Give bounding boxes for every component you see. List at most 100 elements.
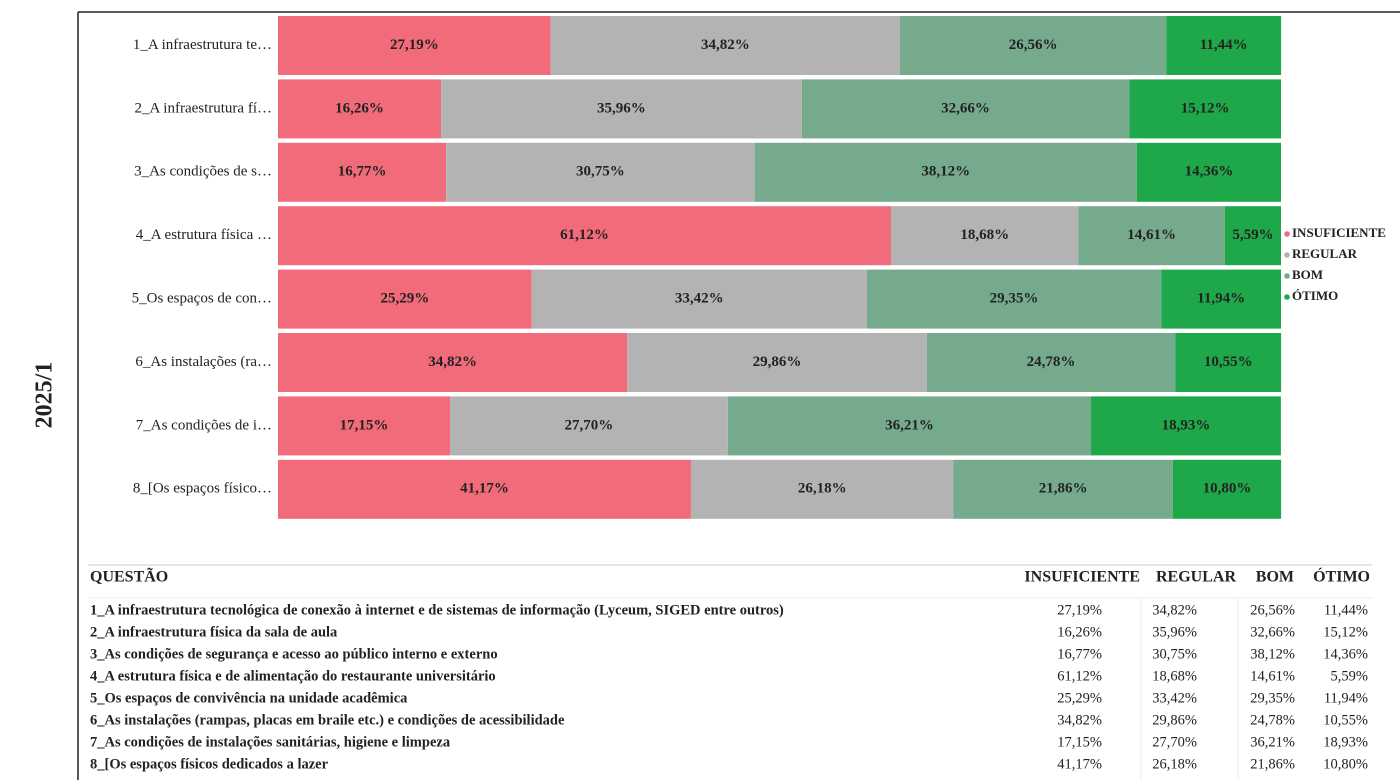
data-label: 27,19% — [390, 37, 439, 53]
data-label: 16,77% — [338, 164, 387, 180]
bar-segment — [1161, 269, 1281, 329]
legend-marker — [1284, 294, 1290, 300]
table-header: REGULAR — [1156, 569, 1236, 586]
data-label: 11,94% — [1197, 291, 1245, 307]
data-label: 30,75% — [576, 164, 625, 180]
bar-segment — [278, 142, 447, 202]
value-cell: 29,86% — [1152, 712, 1197, 728]
category-label: 7_As condições de i… — [136, 417, 272, 433]
bar-segment — [754, 142, 1137, 202]
data-label: 34,82% — [701, 37, 750, 53]
bar-segment — [278, 396, 451, 456]
value-cell: 34,82% — [1152, 602, 1197, 618]
bar-segment — [278, 16, 551, 75]
bar-segment — [1136, 142, 1281, 202]
value-cell: 14,61% — [1250, 668, 1295, 684]
data-label: 61,12% — [560, 227, 609, 243]
value-cell: 27,70% — [1152, 734, 1197, 750]
bar-segment — [727, 396, 1092, 456]
category-label: 2_A infraestrutura fí… — [135, 100, 272, 116]
category-label: 8_[Os espaços físico… — [133, 481, 272, 497]
value-cell: 18,93% — [1323, 734, 1368, 750]
value-cell: 33,42% — [1152, 690, 1197, 706]
data-label: 14,61% — [1127, 227, 1176, 243]
data-label: 33,42% — [675, 291, 724, 307]
value-cell: 38,12% — [1250, 646, 1295, 662]
value-cell: 17,15% — [1057, 734, 1102, 750]
value-cell: 24,78% — [1250, 712, 1295, 728]
question-cell: 6_As instalações (rampas, placas em brai… — [90, 712, 565, 728]
data-label: 29,86% — [753, 354, 802, 370]
table-header: BOM — [1256, 569, 1294, 586]
data-label: 26,18% — [798, 481, 847, 497]
value-cell: 15,12% — [1323, 624, 1368, 640]
legend-label: INSUFICIENTE — [1292, 225, 1386, 240]
value-cell: 18,68% — [1152, 668, 1197, 684]
legend-label: BOM — [1292, 267, 1323, 282]
bar-segment — [690, 459, 954, 519]
bar-segment — [866, 269, 1162, 329]
bar-segment — [1224, 206, 1281, 266]
bar-segment — [278, 333, 628, 392]
legend-label: ÓTIMO — [1292, 288, 1338, 303]
category-label: 3_As condições de s… — [134, 164, 272, 180]
bar-segment — [899, 16, 1167, 75]
value-cell: 5,59% — [1331, 668, 1368, 684]
data-label: 25,29% — [380, 291, 429, 307]
bar-segment — [441, 79, 802, 139]
bar-segment — [1166, 16, 1282, 75]
data-label: 18,68% — [960, 227, 1009, 243]
bar-segment — [446, 142, 755, 202]
data-label: 34,82% — [428, 354, 477, 370]
bar-segment — [926, 333, 1176, 392]
data-label: 17,15% — [340, 417, 389, 433]
value-cell: 25,29% — [1057, 690, 1102, 706]
data-label: 26,56% — [1009, 37, 1058, 53]
value-cell: 26,56% — [1250, 602, 1295, 618]
data-label: 38,12% — [921, 164, 970, 180]
bar-segment — [550, 16, 900, 75]
bar-segment — [801, 79, 1130, 139]
legend-marker — [1284, 273, 1290, 279]
value-cell: 21,86% — [1250, 756, 1295, 772]
category-label: 5_Os espaços de con… — [132, 291, 272, 307]
data-label: 5,59% — [1232, 227, 1273, 243]
value-cell: 34,82% — [1057, 712, 1102, 728]
category-label: 4_A estrutura física … — [136, 227, 272, 243]
question-cell: 5_Os espaços de convivência na unidade a… — [90, 690, 408, 706]
data-label: 27,70% — [565, 417, 614, 433]
table-header: INSUFICIENTE — [1024, 569, 1140, 586]
value-cell: 30,75% — [1152, 646, 1197, 662]
data-label: 11,44% — [1200, 37, 1248, 53]
bar-segment — [1172, 459, 1282, 519]
value-cell: 16,26% — [1057, 624, 1102, 640]
data-label: 36,21% — [885, 417, 934, 433]
bar-segment — [278, 79, 442, 139]
bar-segment — [278, 206, 892, 266]
bar-segment — [1078, 206, 1225, 266]
value-cell: 29,35% — [1250, 690, 1295, 706]
value-cell: 11,44% — [1324, 602, 1368, 618]
value-cell: 36,21% — [1250, 734, 1295, 750]
bar-segment — [278, 269, 532, 329]
question-cell: 2_A infraestrutura física da sala de aul… — [90, 624, 338, 640]
data-label: 29,35% — [990, 291, 1039, 307]
data-label: 14,36% — [1185, 164, 1234, 180]
value-cell: 16,77% — [1057, 646, 1102, 662]
question-cell: 8_[Os espaços físicos dedicados a lazer — [90, 756, 329, 772]
question-cell: 3_As condições de segurança e acesso ao … — [90, 646, 498, 662]
value-cell: 27,19% — [1057, 602, 1102, 618]
bar-segment — [1175, 333, 1282, 392]
bar-segment — [531, 269, 867, 329]
question-cell: 1_A infraestrutura tecnológica de conexã… — [90, 602, 784, 618]
bar-segment — [953, 459, 1173, 519]
legend-marker — [1284, 231, 1290, 237]
table-header: QUESTÃO — [90, 567, 168, 586]
bar-segment — [627, 333, 927, 392]
bar-segment — [1091, 396, 1281, 456]
data-label: 18,93% — [1162, 417, 1211, 433]
data-label: 35,96% — [597, 100, 646, 116]
bar-segment — [1129, 79, 1281, 139]
legend-label: REGULAR — [1292, 246, 1358, 261]
